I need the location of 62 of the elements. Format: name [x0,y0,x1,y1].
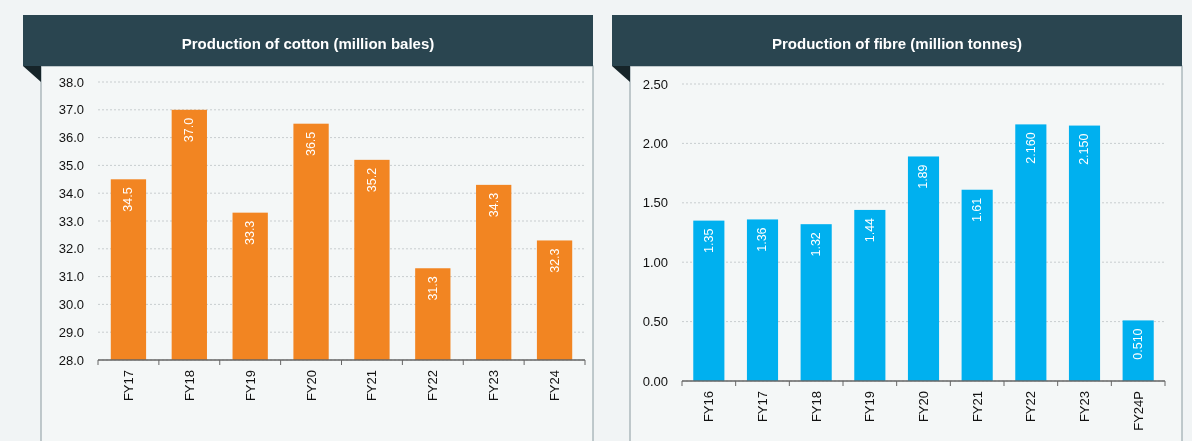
y-tick-label: 36.0 [58,130,84,146]
bar [800,224,832,381]
x-tick-label: FY23 [1077,391,1092,423]
x-tick-label: FY24P [1130,391,1146,431]
x-tick-label: FY20 [303,370,319,402]
y-tick-label: 1.50 [642,195,668,211]
y-tick-label: 33.0 [58,213,84,229]
data-label: 35.2 [364,167,379,193]
y-tick-label: 29.0 [58,324,84,340]
bar [693,220,725,381]
data-label: 37.0 [182,117,197,143]
x-tick-label: FY19 [242,370,258,402]
x-tick-label: FY24 [547,370,563,402]
x-tick-label: FY16 [701,391,717,423]
x-tick-label: FY21 [969,391,985,423]
data-label: 36.5 [304,131,319,157]
data-label: 1.61 [970,197,985,223]
bar [746,219,779,381]
data-label: 34.3 [486,192,501,218]
bar [1068,125,1101,381]
x-tick-label: FY20 [916,391,931,423]
x-tick-label: FY17 [120,370,136,402]
x-tick-label: FY18 [808,391,824,423]
data-label: 1.36 [755,227,770,252]
y-tick-label: 1.00 [642,254,668,270]
y-tick-label: 37.0 [58,102,84,118]
y-tick-label: 38.0 [58,74,84,90]
data-label: 33.3 [243,220,258,245]
y-tick-label: 35.0 [58,157,84,173]
data-label: 1.32 [809,232,824,257]
data-label: 34.5 [121,187,136,212]
bar [907,156,940,381]
chart-title: Production of cotton (million bales) [181,34,435,52]
x-tick-label: FY22 [425,370,441,402]
y-tick-label: 32.0 [58,241,84,257]
y-tick-label: 2.50 [642,76,668,92]
bar [1122,320,1154,381]
x-tick-label: FY22 [1023,391,1039,423]
bar [961,189,993,381]
bar [1015,124,1047,381]
x-tick-label: FY23 [486,370,502,402]
x-tick-label: FY18 [181,370,197,402]
x-tick-label: FY19 [862,391,878,423]
y-tick-label: 34.0 [58,185,84,201]
y-tick-label: 2.00 [642,135,668,151]
data-label: 32.3 [547,248,562,273]
data-label: 2.160 [1023,132,1038,164]
data-label: 2.150 [1077,133,1092,165]
data-label: 1.44 [862,217,877,243]
chart-title: Production of fibre (million tonnes) [772,34,1022,52]
bar [854,209,886,381]
data-label: 31.3 [425,276,440,301]
x-tick-label: FY21 [364,370,380,402]
y-tick-label: 28.0 [58,352,84,368]
data-label: 1.35 [701,228,716,253]
x-tick-label: FY17 [755,391,770,423]
y-tick-label: 0.50 [642,314,668,330]
y-tick-label: 0.00 [642,373,668,389]
y-tick-label: 30.0 [58,296,84,312]
data-label: 0.510 [1131,328,1146,360]
data-label: 1.89 [916,164,931,189]
y-tick-label: 31.0 [58,269,84,285]
